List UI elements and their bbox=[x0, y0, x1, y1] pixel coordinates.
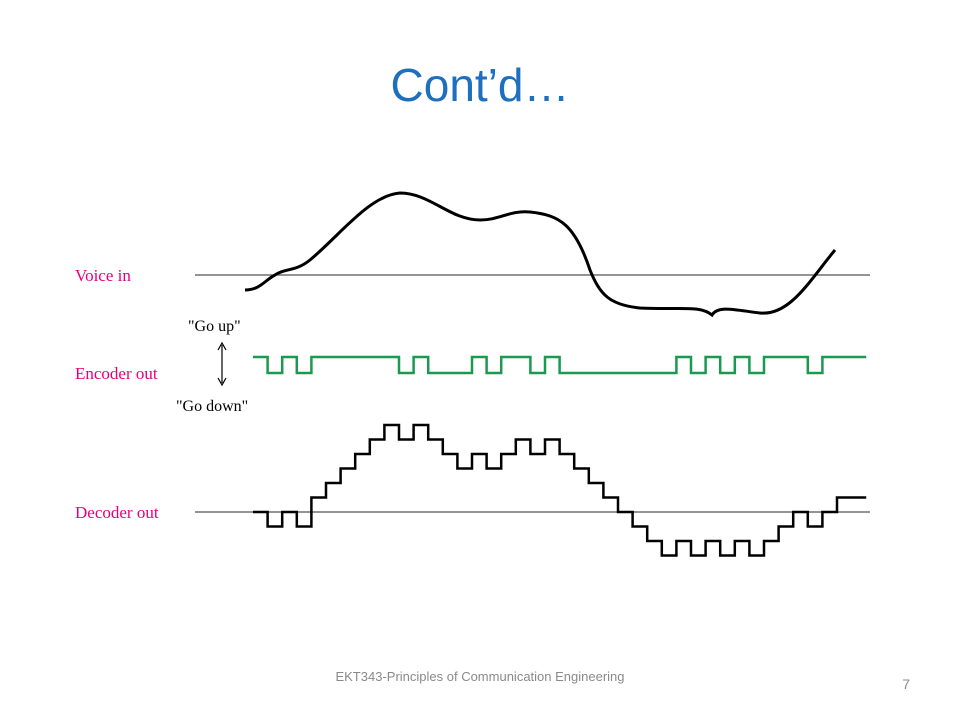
page-number: 7 bbox=[902, 676, 910, 692]
slide-title: Cont’d… bbox=[390, 59, 570, 111]
voice-waveform bbox=[244, 191, 837, 318]
encoder-waveform bbox=[253, 355, 867, 375]
label: Voice in bbox=[75, 266, 131, 285]
label: "Go up" bbox=[188, 318, 241, 335]
footer-text: EKT343-Principles of Communication Engin… bbox=[335, 669, 625, 684]
arrow-heads bbox=[217, 341, 227, 387]
label: Encoder out bbox=[75, 364, 158, 383]
label: "Go down" bbox=[176, 398, 248, 415]
decoder-waveform bbox=[253, 423, 867, 557]
label: Decoder out bbox=[75, 503, 159, 522]
